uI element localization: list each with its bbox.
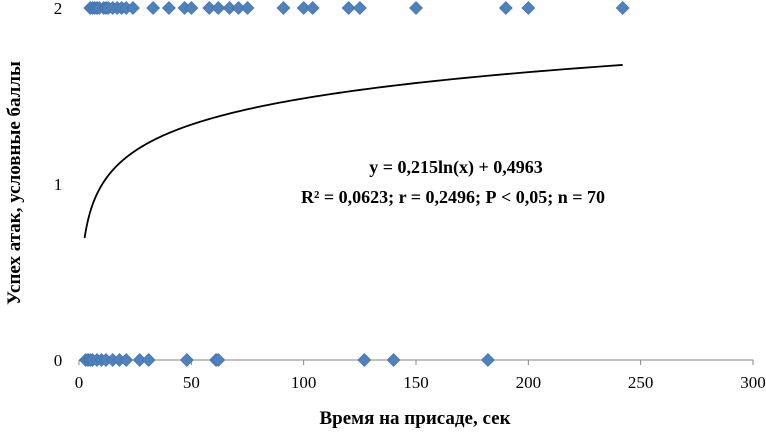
data-point bbox=[480, 353, 495, 367]
x-tick-label: 200 bbox=[516, 373, 542, 392]
data-point bbox=[240, 1, 255, 15]
x-tick-label: 100 bbox=[291, 373, 317, 392]
x-tick-label: 250 bbox=[628, 373, 654, 392]
y-tick-label: 1 bbox=[54, 175, 63, 194]
data-point bbox=[146, 1, 161, 15]
data-point bbox=[498, 1, 513, 15]
y-axis-title: Успех атак, условные баллы bbox=[4, 61, 25, 305]
trendline-statistics: R² = 0,0623; r = 0,2496; Р < 0,05; n = 7… bbox=[301, 187, 605, 207]
data-point bbox=[386, 353, 401, 367]
x-tick-label: 300 bbox=[740, 373, 766, 392]
data-point bbox=[119, 353, 134, 367]
x-tick-label: 0 bbox=[75, 373, 84, 392]
data-point bbox=[357, 353, 372, 367]
trendline bbox=[83, 64, 623, 239]
data-point bbox=[305, 1, 320, 15]
data-point bbox=[161, 1, 176, 15]
axis-labels: 0 50 100 150 200 250 300 0 1 2 bbox=[54, 0, 766, 392]
data-points bbox=[78, 1, 630, 367]
y-tick-label: 0 bbox=[54, 351, 63, 370]
trendline-equation: y = 0,215ln(x) + 0,4963 bbox=[369, 157, 543, 178]
data-point bbox=[341, 1, 356, 15]
data-point bbox=[184, 1, 199, 15]
data-point bbox=[521, 1, 536, 15]
x-tick-label: 50 bbox=[183, 373, 200, 392]
data-point bbox=[125, 1, 140, 15]
data-point bbox=[141, 353, 156, 367]
data-point bbox=[409, 1, 423, 15]
plot-area bbox=[78, 64, 754, 365]
data-point bbox=[276, 1, 291, 15]
x-axis-title: Время на присаде, сек bbox=[319, 408, 510, 429]
x-tick-label: 150 bbox=[403, 373, 429, 392]
data-point bbox=[211, 1, 226, 15]
y-tick-label: 2 bbox=[54, 0, 63, 18]
data-point bbox=[352, 1, 367, 15]
data-point bbox=[179, 353, 194, 367]
data-point bbox=[211, 353, 226, 367]
data-point bbox=[615, 1, 630, 15]
